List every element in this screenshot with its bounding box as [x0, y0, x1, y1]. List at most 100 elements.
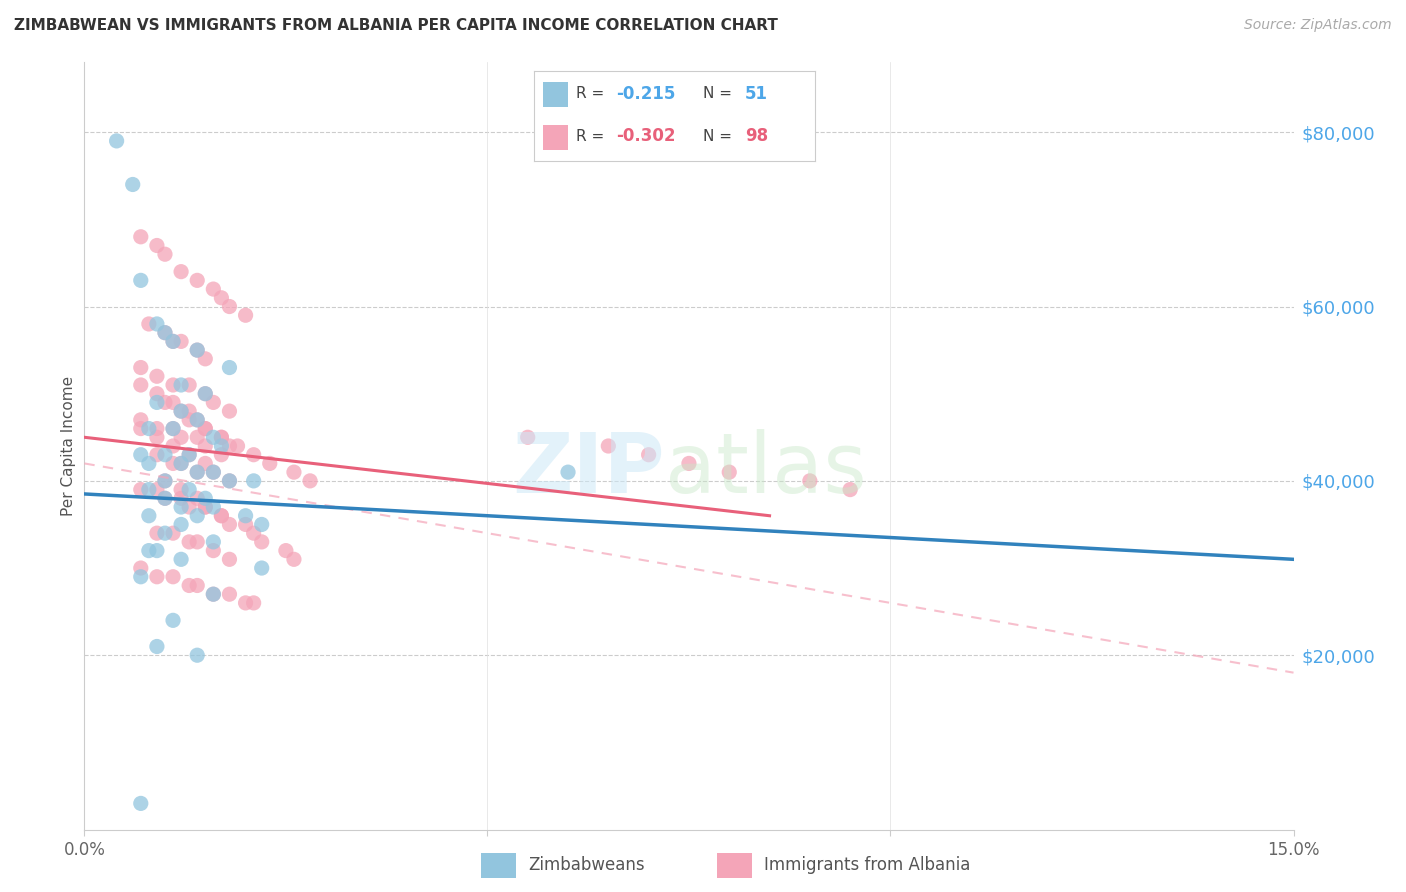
Point: [209, 448, 232, 462]
Point: [129, 421, 152, 435]
Point: [170, 334, 193, 349]
Point: [186, 465, 208, 479]
Bar: [543, 82, 568, 107]
Text: -0.302: -0.302: [616, 128, 675, 145]
Point: [153, 474, 176, 488]
Text: ZIP: ZIP: [512, 428, 665, 509]
Point: [170, 517, 193, 532]
Point: [170, 404, 193, 418]
Text: Immigrants from Albania: Immigrants from Albania: [765, 856, 970, 874]
Point: [202, 587, 225, 601]
Point: [186, 535, 208, 549]
Point: [186, 343, 208, 358]
Point: [226, 439, 249, 453]
Point: [162, 613, 184, 627]
Point: [799, 474, 821, 488]
Point: [186, 465, 208, 479]
Point: [242, 474, 264, 488]
Point: [153, 491, 176, 506]
Point: [170, 404, 193, 418]
Bar: [717, 853, 752, 878]
Point: [179, 404, 201, 418]
Point: [218, 404, 240, 418]
Point: [162, 334, 184, 349]
Bar: [481, 853, 516, 878]
Point: [179, 378, 201, 392]
Point: [250, 535, 273, 549]
Point: [105, 134, 128, 148]
Point: [202, 465, 225, 479]
Point: [129, 413, 152, 427]
Point: [179, 578, 201, 592]
Point: [146, 430, 169, 444]
Point: [162, 570, 184, 584]
Point: [186, 578, 208, 592]
Point: [839, 483, 862, 497]
Point: [179, 413, 201, 427]
Point: [138, 421, 160, 435]
Point: [202, 282, 225, 296]
Point: [299, 474, 322, 488]
Point: [235, 508, 257, 523]
Point: [218, 474, 240, 488]
Point: [153, 247, 176, 261]
Point: [250, 517, 273, 532]
Point: [637, 448, 659, 462]
Point: [146, 483, 169, 497]
Point: [235, 517, 257, 532]
Point: [146, 317, 169, 331]
Point: [202, 430, 225, 444]
Point: [170, 457, 193, 471]
Point: [186, 413, 208, 427]
Point: [209, 508, 232, 523]
Text: 51: 51: [745, 85, 768, 103]
Point: [186, 491, 208, 506]
Point: [121, 178, 143, 192]
Point: [186, 508, 208, 523]
Point: [170, 491, 193, 506]
Point: [162, 526, 184, 541]
Point: [170, 265, 193, 279]
Point: [146, 448, 169, 462]
Text: ZIMBABWEAN VS IMMIGRANTS FROM ALBANIA PER CAPITA INCOME CORRELATION CHART: ZIMBABWEAN VS IMMIGRANTS FROM ALBANIA PE…: [14, 18, 778, 33]
Point: [170, 378, 193, 392]
Point: [202, 395, 225, 409]
Point: [194, 421, 217, 435]
Point: [235, 596, 257, 610]
Point: [170, 500, 193, 514]
Point: [186, 430, 208, 444]
Point: [186, 413, 208, 427]
Text: N =: N =: [703, 87, 737, 101]
Point: [194, 439, 217, 453]
Point: [218, 552, 240, 566]
Point: [153, 491, 176, 506]
Point: [218, 439, 240, 453]
Point: [283, 552, 305, 566]
Point: [146, 640, 169, 654]
Point: [186, 648, 208, 663]
Point: [718, 465, 741, 479]
Point: [129, 378, 152, 392]
Point: [209, 430, 232, 444]
Point: [162, 334, 184, 349]
Point: [250, 561, 273, 575]
Point: [209, 508, 232, 523]
Text: 98: 98: [745, 128, 768, 145]
Bar: [543, 125, 568, 150]
Point: [186, 343, 208, 358]
Point: [153, 326, 176, 340]
Point: [202, 587, 225, 601]
Text: Zimbabweans: Zimbabweans: [529, 856, 645, 874]
Text: atlas: atlas: [665, 428, 866, 509]
Point: [146, 421, 169, 435]
Point: [138, 508, 160, 523]
Point: [218, 587, 240, 601]
Point: [179, 500, 201, 514]
Point: [138, 457, 160, 471]
Point: [146, 386, 169, 401]
Point: [138, 317, 160, 331]
Point: [129, 483, 152, 497]
Point: [242, 526, 264, 541]
Point: [202, 535, 225, 549]
Point: [153, 448, 176, 462]
